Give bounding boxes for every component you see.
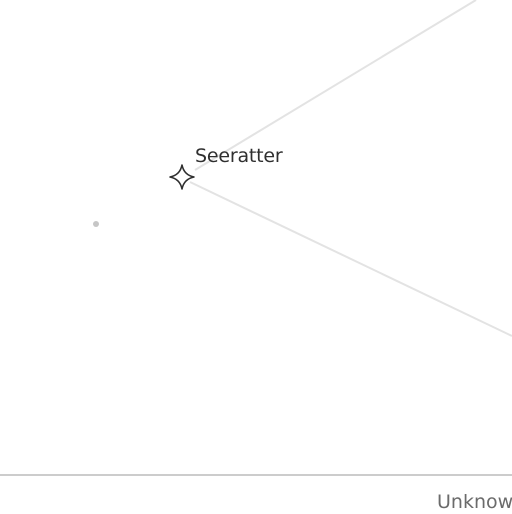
- dot-icon[interactable]: [93, 221, 99, 227]
- map-canvas: [93, 0, 512, 337]
- place-label: Seeratter: [195, 145, 283, 167]
- status-text: Unknow: [437, 491, 512, 513]
- map-view[interactable]: Seeratter: [0, 0, 512, 476]
- bottom-bar: Unknow: [0, 474, 512, 514]
- route-line-upper: [194, 0, 477, 171]
- route-line-lower: [189, 181, 512, 337]
- four-point-star-icon[interactable]: [169, 164, 195, 190]
